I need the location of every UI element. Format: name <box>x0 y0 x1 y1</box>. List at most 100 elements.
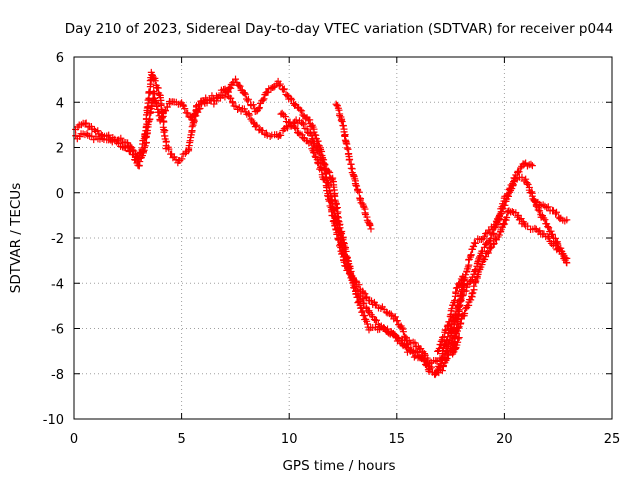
data-point <box>506 188 514 196</box>
data-point <box>544 223 552 231</box>
data-point <box>259 127 267 135</box>
data-point <box>505 207 513 215</box>
data-point <box>399 328 407 336</box>
data-point <box>490 229 498 237</box>
data-point <box>264 88 272 96</box>
data-point <box>188 123 196 131</box>
data-point <box>412 348 420 356</box>
data-point <box>336 224 344 232</box>
y-tick-labels: -10 -8 -6 -4 -2 0 2 4 6 <box>43 51 64 428</box>
data-point <box>181 105 189 113</box>
data-point <box>339 121 347 129</box>
y-tick-label: -8 <box>51 368 64 383</box>
data-point <box>363 293 371 301</box>
data-point <box>336 112 344 120</box>
data-point <box>462 305 470 313</box>
data-points <box>72 68 571 379</box>
data-point <box>423 362 431 370</box>
data-point <box>235 81 243 89</box>
data-point <box>287 94 295 102</box>
axis-ticks <box>73 56 613 420</box>
data-point <box>288 96 296 104</box>
x-tick-label: 15 <box>389 432 406 447</box>
data-point <box>333 230 341 238</box>
data-point <box>518 173 526 181</box>
data-point <box>334 213 342 221</box>
y-tick-label: 6 <box>56 51 64 66</box>
data-point <box>514 211 522 219</box>
data-point <box>244 97 252 105</box>
series-4 <box>332 100 375 233</box>
data-point <box>294 129 302 137</box>
data-point <box>77 121 85 129</box>
data-point <box>543 204 551 212</box>
data-point <box>545 234 553 242</box>
data-point <box>124 143 132 151</box>
data-point <box>196 105 204 113</box>
data-point <box>393 334 401 342</box>
data-point <box>307 138 315 146</box>
data-point <box>244 95 252 103</box>
y-tick-label: -4 <box>51 277 64 292</box>
data-point <box>280 111 288 119</box>
data-point <box>377 304 385 312</box>
data-point <box>143 127 151 135</box>
data-point <box>321 176 329 184</box>
data-point <box>136 158 144 166</box>
x-tick-label: 0 <box>70 432 78 447</box>
data-point <box>178 155 186 163</box>
data-point <box>342 262 350 270</box>
data-point <box>534 206 542 214</box>
data-point <box>352 181 360 189</box>
data-point <box>355 188 363 196</box>
data-point <box>531 224 539 232</box>
y-tick-label: 2 <box>56 142 64 157</box>
x-tick-labels: 0 5 10 15 20 25 <box>70 432 620 447</box>
x-tick-label: 25 <box>604 432 621 447</box>
data-point <box>275 81 283 89</box>
data-point <box>251 123 259 131</box>
data-point <box>459 280 467 288</box>
y-tick-label: 0 <box>56 187 64 202</box>
data-point <box>253 121 261 129</box>
data-point <box>397 337 405 345</box>
data-point <box>184 109 192 117</box>
data-point <box>296 106 304 114</box>
data-point <box>552 210 560 218</box>
data-point <box>88 132 96 140</box>
data-point <box>382 308 390 316</box>
data-point <box>310 149 318 157</box>
data-point <box>334 234 342 242</box>
data-point <box>94 127 102 135</box>
data-point <box>280 86 288 94</box>
data-point <box>245 110 253 118</box>
data-point <box>240 89 248 97</box>
data-point <box>352 286 360 294</box>
data-point <box>146 115 154 123</box>
data-point <box>314 146 322 154</box>
data-point <box>387 310 395 318</box>
series-1 <box>72 68 571 368</box>
data-point <box>528 162 536 170</box>
data-point <box>331 222 339 230</box>
data-point <box>326 202 334 210</box>
data-point <box>410 353 418 361</box>
data-point <box>480 233 488 241</box>
data-point <box>517 164 525 172</box>
data-point <box>561 254 569 262</box>
data-point <box>72 132 80 140</box>
data-point <box>495 231 503 239</box>
data-point <box>232 75 240 83</box>
data-point <box>130 151 138 159</box>
data-point <box>436 363 444 371</box>
data-point <box>338 250 346 258</box>
series-7 <box>529 195 571 225</box>
data-point <box>315 160 323 168</box>
data-point <box>236 82 244 90</box>
data-point <box>314 158 322 166</box>
data-point <box>442 348 450 356</box>
data-point <box>455 334 463 342</box>
data-point <box>468 290 476 298</box>
data-point <box>260 95 268 103</box>
data-point <box>367 225 375 233</box>
